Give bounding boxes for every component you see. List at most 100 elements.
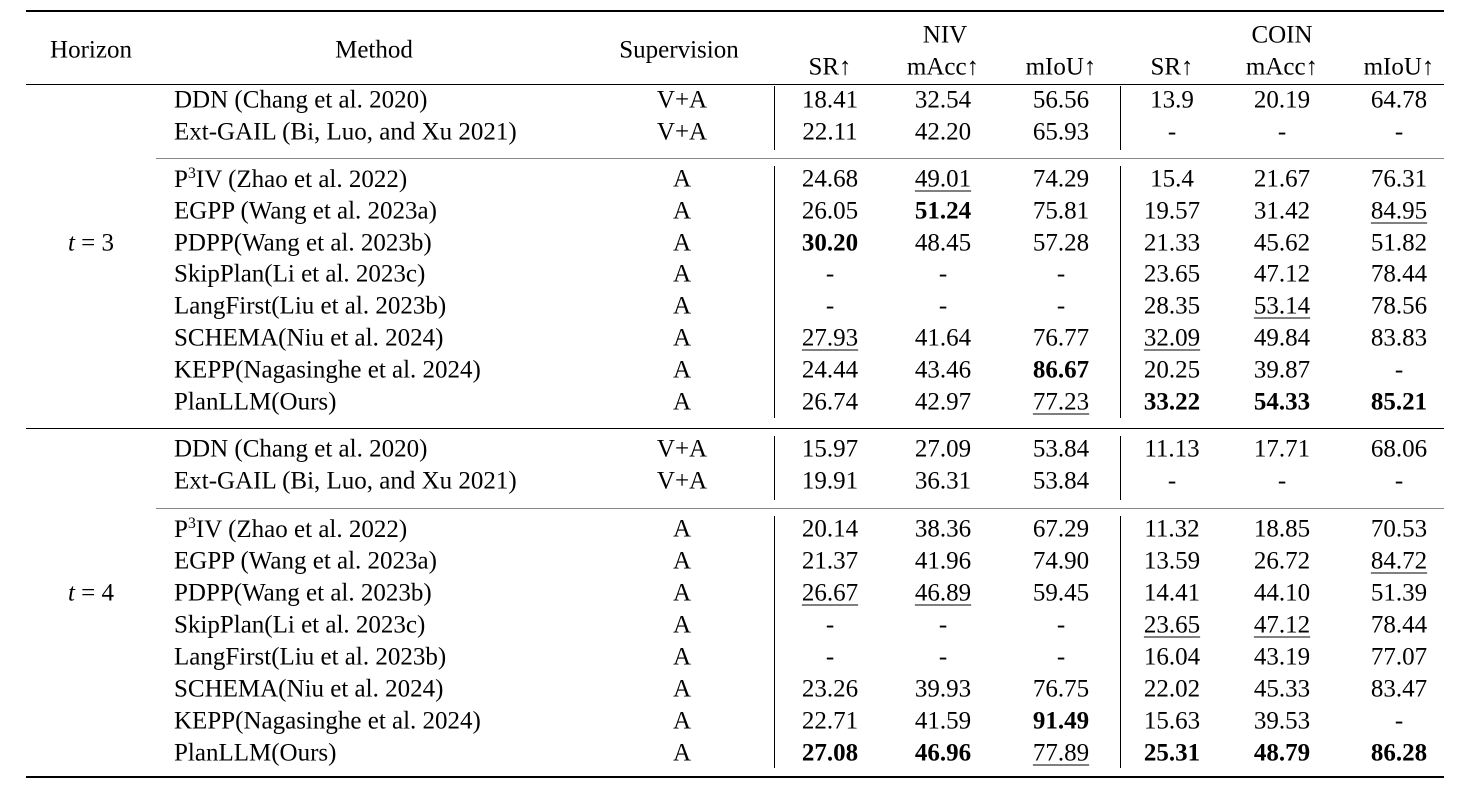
metric-value: 53.84 xyxy=(1032,435,1090,463)
metric-value: - xyxy=(1167,467,1177,495)
metric-value: 13.9 xyxy=(1150,86,1194,114)
metric-value: 56.56 xyxy=(1032,86,1090,114)
metric-value: 26.74 xyxy=(801,388,859,416)
metric-value: - xyxy=(1056,643,1066,671)
metric-value: 23.26 xyxy=(801,675,859,703)
metric-value: 76.77 xyxy=(1032,324,1090,352)
column-divider xyxy=(774,436,775,500)
group-divider xyxy=(26,428,1444,429)
metric-value: 47.12 xyxy=(1253,611,1311,639)
metric-value: 43.46 xyxy=(914,356,972,384)
supervision-value: A xyxy=(672,643,692,671)
metric-value: 33.22 xyxy=(1143,388,1201,416)
metric-value: 48.79 xyxy=(1253,739,1311,767)
method-name: KEPP(Nagasinghe et al. 2024) xyxy=(174,356,481,384)
method-name: PDPP(Wang et al. 2023b) xyxy=(174,579,432,607)
metric-value: 78.56 xyxy=(1370,292,1428,320)
header-coin-sr: SR↑ xyxy=(1150,53,1194,81)
metric-value: - xyxy=(1277,467,1287,495)
metric-value: 23.65 xyxy=(1143,260,1201,288)
metric-value: 70.53 xyxy=(1370,515,1428,543)
method-name: LangFirst(Liu et al. 2023b) xyxy=(174,292,447,320)
header-coin-macc: mAcc↑ xyxy=(1245,53,1319,81)
metric-value: 64.78 xyxy=(1370,86,1428,114)
supervision-value: V+A xyxy=(656,435,708,463)
method-name: LangFirst(Liu et al. 2023b) xyxy=(174,643,447,671)
method-superscript: 3 xyxy=(187,164,196,182)
metric-value: - xyxy=(1394,707,1404,735)
horizon-label: t = 4 xyxy=(67,579,115,607)
supervision-separator xyxy=(156,158,1444,159)
metric-value: 57.28 xyxy=(1032,229,1090,257)
metric-value: 25.31 xyxy=(1143,739,1201,767)
metric-value: 46.89 xyxy=(914,579,972,607)
metric-value: 20.19 xyxy=(1253,86,1311,114)
column-divider xyxy=(774,516,775,768)
metric-value: - xyxy=(1056,292,1066,320)
metric-value: 42.97 xyxy=(914,388,972,416)
metric-value: 41.96 xyxy=(914,547,972,575)
column-divider xyxy=(1120,86,1121,150)
supervision-value: A xyxy=(672,197,692,225)
metric-value: 21.33 xyxy=(1143,229,1201,257)
metric-value: 54.33 xyxy=(1253,388,1311,416)
metric-value: 83.83 xyxy=(1370,324,1428,352)
metric-value: 45.33 xyxy=(1253,675,1311,703)
metric-value: 43.19 xyxy=(1253,643,1311,671)
metric-value: 28.35 xyxy=(1143,292,1201,320)
metric-value: 76.31 xyxy=(1370,165,1428,193)
results-table: Horizon Method Supervision NIV COIN SR↑ … xyxy=(26,10,1444,778)
supervision-value: V+A xyxy=(656,467,708,495)
metric-value: 65.93 xyxy=(1032,118,1090,146)
metric-value: 27.93 xyxy=(801,324,859,352)
supervision-value: A xyxy=(672,611,692,639)
column-divider xyxy=(774,166,775,418)
method-name: SCHEMA(Niu et al. 2024) xyxy=(174,675,444,703)
method-name: DDN (Chang et al. 2020) xyxy=(174,86,428,114)
method-name: Ext-GAIL (Bi, Luo, and Xu 2021) xyxy=(174,118,517,146)
metric-value: - xyxy=(1277,118,1287,146)
horizon-label: t = 3 xyxy=(67,229,115,257)
metric-value: 22.71 xyxy=(801,707,859,735)
method-name: SkipPlan(Li et al. 2023c) xyxy=(174,611,426,639)
supervision-value: A xyxy=(672,292,692,320)
method-name: PDPP(Wang et al. 2023b) xyxy=(174,229,432,257)
metric-value: - xyxy=(825,260,835,288)
metric-value: 47.12 xyxy=(1253,260,1311,288)
metric-value: 14.41 xyxy=(1143,579,1201,607)
metric-value: 27.08 xyxy=(801,739,859,767)
supervision-value: V+A xyxy=(656,118,708,146)
metric-value: 51.39 xyxy=(1370,579,1428,607)
metric-value: - xyxy=(825,643,835,671)
metric-value: 45.62 xyxy=(1253,229,1311,257)
supervision-value: A xyxy=(672,675,692,703)
metric-value: 77.07 xyxy=(1370,643,1428,671)
header-rule xyxy=(26,84,1444,85)
header-horizon: Horizon xyxy=(50,36,132,64)
metric-value: - xyxy=(938,611,948,639)
metric-value: 74.29 xyxy=(1032,165,1090,193)
method-name: PlanLLM(Ours) xyxy=(174,388,337,416)
metric-value: 32.54 xyxy=(914,86,972,114)
metric-value: 77.23 xyxy=(1032,388,1090,416)
metric-value: 24.68 xyxy=(801,165,859,193)
metric-value: 21.67 xyxy=(1253,165,1311,193)
column-divider xyxy=(1120,516,1121,768)
horizon-variable: t xyxy=(67,579,75,607)
metric-value: 86.67 xyxy=(1032,356,1090,384)
metric-value: 48.45 xyxy=(914,229,972,257)
metric-value: - xyxy=(1167,118,1177,146)
metric-value: 19.91 xyxy=(801,467,859,495)
supervision-value: A xyxy=(672,260,692,288)
metric-value: 68.06 xyxy=(1370,435,1428,463)
metric-value: 49.01 xyxy=(914,165,972,193)
metric-value: 11.13 xyxy=(1144,435,1200,463)
metric-value: 15.97 xyxy=(801,435,859,463)
header-niv-miou: mIoU↑ xyxy=(1025,53,1097,81)
metric-value: 74.90 xyxy=(1032,547,1090,575)
metric-value: 32.09 xyxy=(1143,324,1201,352)
supervision-separator xyxy=(156,508,1444,509)
header-coin: COIN xyxy=(1251,21,1313,49)
metric-value: - xyxy=(938,260,948,288)
metric-value: 15.63 xyxy=(1143,707,1201,735)
